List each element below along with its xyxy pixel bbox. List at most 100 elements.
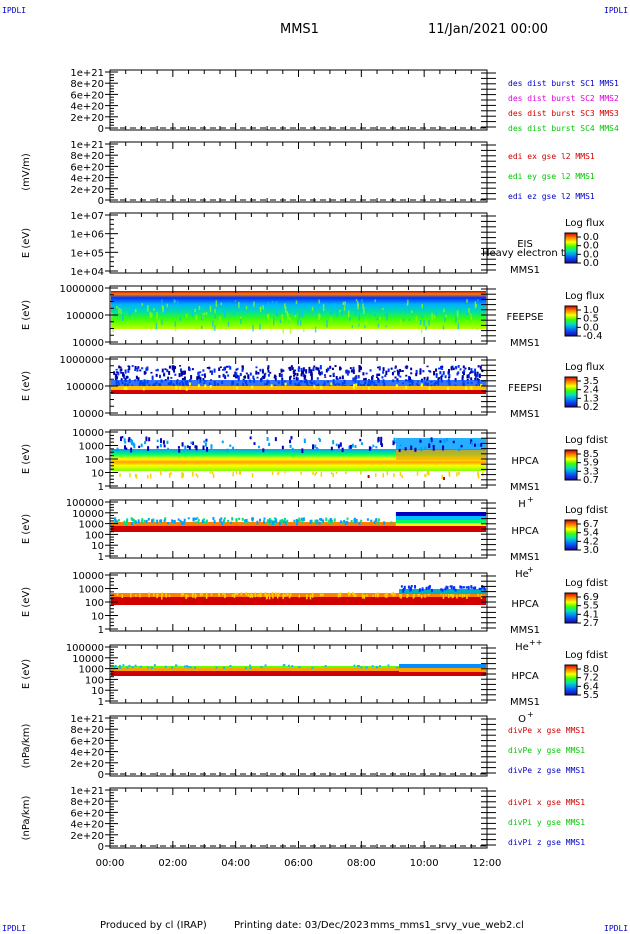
ytick-label-feepse: 1000000 — [59, 284, 104, 295]
ytick-label-edi: 4e+20 — [70, 174, 104, 185]
panel-feepsi: 1000000 100000 10000 E (eV) FEEPSI MMS1 Log fl… — [21, 355, 605, 420]
ytick-label-des: 2e+20 — [70, 113, 104, 124]
corner-top-right: IPDLI — [604, 6, 629, 15]
species-hpca_he: He — [515, 569, 529, 580]
colorbar-tick-hpca_he: 4.2 — [583, 536, 599, 547]
colorbar-tick-hpca_he: 5.4 — [583, 528, 599, 539]
spacecraft-feepse: MMS1 — [510, 338, 540, 349]
ytick-label-divpe: 2e+20 — [70, 759, 104, 770]
spacecraft-hpca_o: MMS1 — [510, 697, 540, 708]
footer-print-date: Printing date: 03/Dec/2023 — [234, 920, 370, 931]
colorbar-feepse — [564, 305, 578, 337]
colorbar-tick-hpca_hepp: 6.9 — [583, 592, 599, 603]
colorbar-hpca_h — [564, 449, 578, 481]
ytick-label-eis: 1e+07 — [70, 211, 104, 222]
ytick-label-hpca_he: 10000 — [72, 509, 104, 520]
species-hpca_o: O — [518, 714, 526, 725]
colorbar-tick-hpca_h: 0.7 — [583, 475, 599, 486]
colorbar-tick-feepsi: 2.4 — [583, 385, 599, 396]
colorbar-tick-feepse: -0.4 — [583, 331, 603, 342]
charge-hpca_he: + — [527, 565, 534, 574]
ytick-label-hpca_he: 10 — [91, 541, 104, 552]
colorbar-tick-eis: 0.0 — [583, 249, 599, 260]
ytick-label-hpca_he: 1 — [98, 552, 104, 563]
ytick-label-hpca_o: 100000 — [66, 643, 104, 654]
ytick-label-divpe: 4e+20 — [70, 748, 104, 759]
ylabel-hpca_he: E (eV) — [21, 514, 32, 544]
ytick-label-divpe: 8e+20 — [70, 725, 104, 736]
ytick-label-eis: 1e+04 — [70, 267, 104, 278]
legend-divpe-1: divPe y gse MMS1 — [508, 746, 585, 755]
spectrogram-feepsi — [111, 390, 486, 394]
frame-eis — [109, 212, 488, 274]
header-date: 11/Jan/2021 00:00 — [428, 22, 549, 37]
ytick-label-edi: 0 — [98, 196, 104, 207]
ytick-label-edi: 6e+20 — [70, 162, 104, 173]
colorbar-tick-feepsi: 0.2 — [583, 402, 599, 413]
instrument-hpca_o: HPCA — [511, 671, 539, 682]
ytick-label-hpca_he: 1000 — [79, 520, 104, 531]
ylabel-edi: (mV/m) — [21, 153, 32, 191]
ytick-label-divpi: 8e+20 — [70, 797, 104, 808]
ytick-label-hpca_he: 100000 — [66, 498, 104, 509]
ytick-label-divpe: 1e+21 — [70, 714, 104, 725]
ytick-label-des: 6e+20 — [70, 90, 104, 101]
colorbar-tick-feepsi: 1.3 — [583, 393, 599, 404]
colorbar-tick-hpca_he: 3.0 — [583, 545, 599, 556]
ylabel-feepsi: E (eV) — [21, 371, 32, 401]
legend-des-1: des dist burst SC2 MMS2 — [508, 94, 619, 103]
ytick-label-hpca_o: 10000 — [72, 654, 104, 665]
instrument-feepse: FEEPSE — [506, 312, 543, 323]
ylabel-divpe: (nPa/km) — [21, 724, 32, 769]
ytick-label-hpca_hepp: 1 — [98, 625, 104, 636]
colorbar-tick-hpca_hepp: 4.1 — [583, 609, 599, 620]
corner-bottom-left: IPDLI — [2, 924, 27, 933]
header-mission: MMS1 — [280, 22, 319, 37]
legend-des-0: des dist burst SC1 MMS1 — [508, 79, 619, 88]
ytick-label-hpca_he: 100 — [85, 530, 104, 541]
colorbar-tick-eis: 0.0 — [583, 241, 599, 252]
colorbar-tick-hpca_h: 3.3 — [583, 466, 599, 477]
spacecraft-hpca_hepp: MMS1 — [510, 625, 540, 636]
colorbar-tick-feepsi: 3.5 — [583, 376, 599, 387]
colorbar-title-feepse: Log flux — [565, 291, 605, 302]
xtick-label: 10:00 — [410, 858, 439, 869]
spectrogram-hpca_o — [111, 671, 486, 676]
footer-produced: Produced by cl (IRAP) — [100, 920, 207, 931]
ytick-label-divpi: 6e+20 — [70, 808, 104, 819]
ytick-label-hpca_hepp: 100 — [85, 598, 104, 609]
colorbar-tick-eis: 0.0 — [583, 258, 599, 269]
legend-edi-1: edi ey gse l2 MMS1 — [508, 172, 595, 181]
corner-top-left: IPDLI — [2, 6, 27, 15]
colorbar-hpca_hepp — [564, 592, 578, 624]
ytick-label-eis: 1e+06 — [70, 230, 104, 241]
charge-hpca_o: + — [527, 710, 534, 719]
ytick-label-edi: 1e+21 — [70, 140, 104, 151]
colorbar-title-feepsi: Log flux — [565, 362, 605, 373]
ytick-label-des: 4e+20 — [70, 102, 104, 113]
colorbar-title-hpca_o: Log fdist — [565, 650, 608, 661]
spacecraft-hpca_he: MMS1 — [510, 552, 540, 563]
ytick-label-hpca_hepp: 1000 — [79, 585, 104, 596]
xtick-label: 08:00 — [347, 858, 376, 869]
ytick-label-hpca_o: 1 — [98, 697, 104, 708]
colorbar-feepsi — [564, 376, 578, 408]
ytick-label-des: 8e+20 — [70, 79, 104, 90]
ytick-label-divpi: 2e+20 — [70, 831, 104, 842]
colorbar-tick-hpca_o: 7.2 — [583, 673, 599, 684]
ytick-label-edi: 8e+20 — [70, 151, 104, 162]
charge-hpca_hepp: ++ — [529, 638, 542, 647]
frame-divpi — [109, 787, 488, 849]
ytick-label-hpca_o: 100 — [85, 675, 104, 686]
spacecraft-hpca_h: MMS1 — [510, 482, 540, 493]
legend-divpi-2: divPi z gse MMS1 — [508, 838, 585, 847]
ytick-label-feepse: 100000 — [66, 311, 104, 322]
ytick-label-des: 0 — [98, 124, 104, 135]
ytick-label-divpi: 4e+20 — [70, 820, 104, 831]
instrument-eis: EIS — [517, 239, 533, 250]
colorbar-tick-hpca_o: 8.0 — [583, 664, 599, 675]
ytick-label-hpca_hepp: 10 — [91, 612, 104, 623]
